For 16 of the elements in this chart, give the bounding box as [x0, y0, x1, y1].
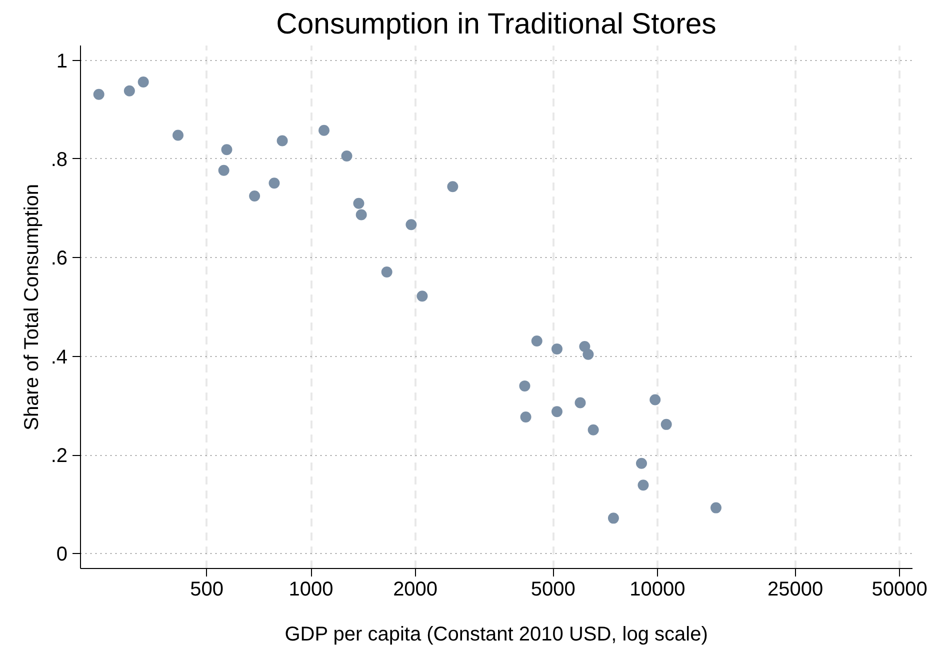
x-tick-label: 500 [190, 578, 224, 600]
y-axis-title: Share of Total Consumption [20, 184, 43, 430]
y-tick-label: .4 [50, 346, 68, 368]
x-tick-label: 10000 [630, 578, 686, 600]
y-tick-label: 1 [56, 50, 68, 72]
chart-title: Consumption in Traditional Stores [276, 8, 716, 40]
y-tick-label: .2 [50, 445, 68, 468]
y-tick-label: .6 [50, 248, 68, 270]
y-tick-label: 0 [56, 544, 68, 566]
x-tick-label: 1000 [288, 578, 334, 600]
y-tick-label: .8 [50, 148, 68, 171]
x-tick-label: 25000 [767, 578, 824, 600]
x-axis-title: GDP per capita (Constant 2010 USD, log scale) [284, 624, 708, 646]
x-tick-label: 5000 [530, 578, 576, 600]
x-tick-label: 2000 [393, 578, 438, 600]
x-tick-label: 50000 [872, 578, 928, 600]
